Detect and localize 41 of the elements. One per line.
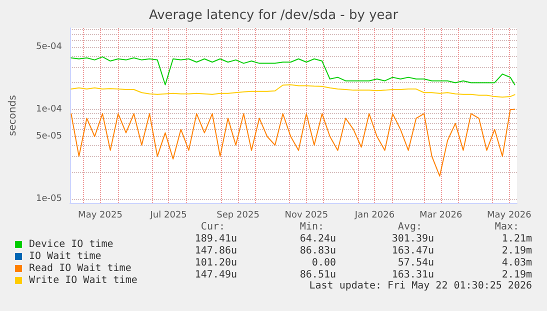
line-series xyxy=(70,56,516,86)
x-tick-label: Jan 2026 xyxy=(354,210,395,220)
chart-title: Average latency for /dev/sda - by year xyxy=(148,8,399,23)
text: Max: xyxy=(494,222,520,232)
text: Cur: xyxy=(200,222,226,232)
text: 101.20u xyxy=(194,258,238,268)
y-axis-title: seconds xyxy=(8,95,18,136)
x-tick-label: May 2025 xyxy=(78,210,122,220)
text: 86.83u xyxy=(300,246,336,256)
y-tick-label: 1e-04 xyxy=(36,104,62,115)
line-series xyxy=(70,108,516,177)
x-tick-label: Nov 2025 xyxy=(284,210,328,220)
x-tick-label: Sep 2025 xyxy=(216,210,260,220)
text: 163.47u xyxy=(392,246,434,256)
y-tick-label: 1e-05 xyxy=(36,194,62,204)
text: 163.31u xyxy=(392,270,434,280)
legend-label: Device IO time xyxy=(29,239,114,250)
legend-label: Write IO Wait time xyxy=(29,275,138,286)
text: 2.19m xyxy=(502,246,532,256)
text: 147.49u xyxy=(194,270,238,280)
text: 64.24u xyxy=(300,234,336,244)
text: Avg: xyxy=(398,222,422,232)
text: 0.00 xyxy=(312,258,336,268)
text: 86.51u xyxy=(300,270,336,280)
text: 301.39u xyxy=(392,234,434,244)
x-tick-label: Mar 2026 xyxy=(419,210,462,220)
text: Min: xyxy=(300,222,324,232)
text: 2.19m xyxy=(502,270,532,280)
y-tick-label: 5e-05 xyxy=(36,131,62,142)
legend-label: IO Wait time xyxy=(29,251,102,262)
text: 189.41u xyxy=(194,234,238,244)
text: 4.03m xyxy=(502,258,532,268)
x-tick-label: Jul 2025 xyxy=(149,210,187,220)
legend-label: Read IO Wait time xyxy=(29,263,132,274)
text: Last update: Fri May 22 01:30:25 2026 xyxy=(309,280,532,292)
text: 57.54u xyxy=(398,258,434,268)
text: 1.21m xyxy=(502,234,532,244)
line-series xyxy=(70,84,516,98)
text: 147.86u xyxy=(194,246,238,256)
x-tick-label: May 2026 xyxy=(486,210,532,220)
y-tick-label: 5e-04 xyxy=(36,42,62,52)
